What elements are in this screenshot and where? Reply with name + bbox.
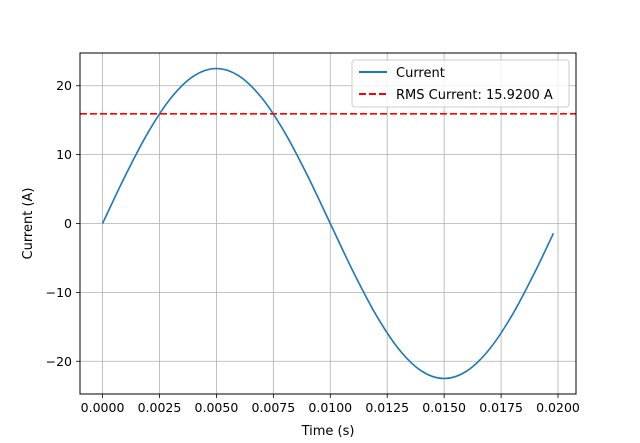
series-layer: [80, 67, 576, 380]
x-tick-label: 0.0175: [479, 400, 523, 415]
x-tick-label: 0.0025: [138, 400, 182, 415]
x-tick-label: 0.0050: [195, 400, 239, 415]
legend: Current RMS Current: 15.9200 A: [351, 59, 570, 108]
gridlines: [80, 53, 576, 394]
legend-label-current: Current: [396, 66, 445, 81]
y-tick-label: 10: [56, 147, 72, 162]
legend-label-rms: RMS Current: 15.9200 A: [396, 88, 553, 103]
x-tick-label: 0.0125: [365, 400, 409, 415]
x-axis-label: Time (s): [301, 424, 355, 439]
x-tick-label: 0.0150: [422, 400, 466, 415]
x-tick-label: 0.0000: [81, 400, 125, 415]
x-tick-label: 0.0075: [251, 400, 295, 415]
y-tick-label: 20: [56, 78, 72, 93]
y-tick-label: −10: [46, 285, 72, 300]
legend-box: [351, 59, 570, 108]
x-tick-label: 0.0200: [536, 400, 580, 415]
y-axis-ticks: −20 −10 0 10 20: [46, 78, 80, 369]
y-axis-label: Current (A): [21, 188, 36, 260]
x-axis-ticks: 0.0000 0.0025 0.0050 0.0075 0.0100 0.0125 0.01…: [81, 394, 580, 415]
series-current-line: [101, 67, 555, 380]
x-tick-label: 0.0100: [308, 400, 352, 415]
y-tick-label: −20: [46, 354, 72, 369]
y-tick-label: 0: [64, 216, 72, 231]
